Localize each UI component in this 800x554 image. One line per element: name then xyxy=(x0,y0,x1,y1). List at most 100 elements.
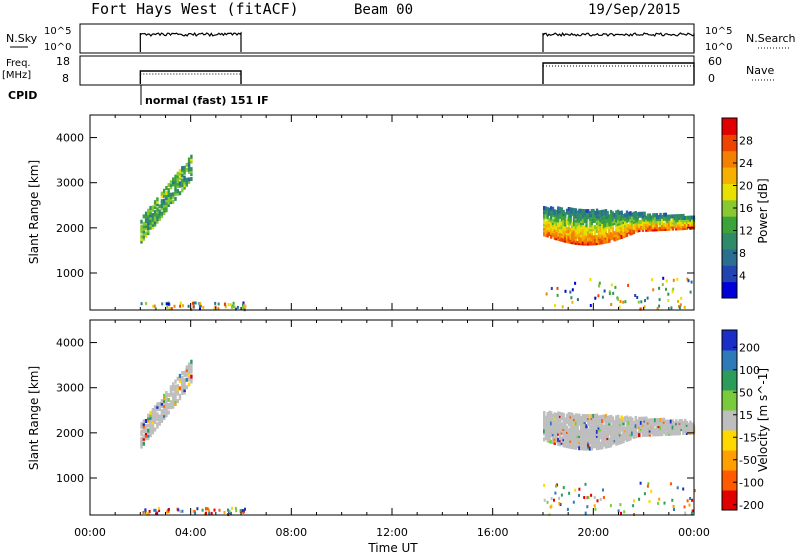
power-cell xyxy=(560,233,563,238)
velocity-cell xyxy=(140,422,143,427)
power-cell xyxy=(558,235,562,240)
power-cell xyxy=(580,223,583,228)
power-cell xyxy=(632,226,636,230)
velocity-cell xyxy=(581,420,585,425)
velocity-cell xyxy=(147,413,150,418)
velocity-cell xyxy=(602,418,606,423)
power-cell xyxy=(565,229,569,233)
velocity-cell xyxy=(172,397,175,402)
power-cell xyxy=(158,211,161,216)
velocity-cell xyxy=(558,411,562,416)
velocity-cell xyxy=(686,499,689,503)
power-cell xyxy=(156,202,159,207)
velocity-cell xyxy=(165,393,168,398)
velocity-cell xyxy=(597,427,600,432)
velocity-cell xyxy=(615,425,618,430)
power-cell xyxy=(662,225,666,229)
velocity-cell xyxy=(608,437,611,442)
velocity-cell xyxy=(576,425,579,430)
velocity-cell xyxy=(144,424,148,428)
power-cell xyxy=(581,241,585,246)
velocity-cell xyxy=(158,421,161,426)
power-cell xyxy=(608,232,611,237)
velocity-cell xyxy=(169,390,173,395)
velocity-cell xyxy=(169,385,173,390)
velocity-cell xyxy=(652,426,655,431)
power-cell xyxy=(555,220,558,225)
power-cell xyxy=(601,226,604,231)
velocity-cell xyxy=(601,423,604,427)
velocity-cell xyxy=(147,433,150,438)
velocity-cell xyxy=(574,413,578,418)
power-cell xyxy=(213,307,216,311)
power-cell xyxy=(149,218,152,223)
velocity-cell xyxy=(201,508,204,512)
velocity-cell xyxy=(691,498,694,502)
velocity-cell xyxy=(595,425,599,430)
velocity-cell xyxy=(543,498,546,502)
power-cell xyxy=(682,213,685,218)
velocity-cell xyxy=(634,416,637,420)
power-cell xyxy=(548,217,551,222)
velocity-cell xyxy=(604,436,608,441)
power-cell xyxy=(594,296,597,300)
velocity-cell xyxy=(594,428,597,432)
power-cell xyxy=(668,214,671,219)
velocity-cell xyxy=(676,425,680,430)
velocity-cell xyxy=(546,412,549,417)
velocity-cell xyxy=(572,431,576,436)
velocity-cell xyxy=(581,414,585,418)
velocity-cell xyxy=(142,421,145,426)
power-cell xyxy=(174,184,177,189)
velocity-cell xyxy=(671,498,674,502)
velocity-cell xyxy=(590,444,593,449)
velocity-cell xyxy=(624,418,627,423)
velocity-cell xyxy=(595,431,599,436)
velocity-cell xyxy=(583,440,586,445)
power-cell xyxy=(602,240,606,244)
velocity-cell xyxy=(620,433,623,438)
power-cell xyxy=(589,278,592,281)
velocity-cell xyxy=(543,419,546,424)
power-cell xyxy=(678,306,681,310)
power-cell xyxy=(627,211,630,216)
velocity-cell xyxy=(176,389,179,394)
freq-traces xyxy=(139,62,695,84)
velocity-cell xyxy=(578,432,581,436)
power-cell xyxy=(601,211,604,216)
velocity-cell xyxy=(620,511,622,515)
power-cell xyxy=(183,180,186,185)
velocity-cell xyxy=(664,421,667,426)
velocity-cell xyxy=(149,425,152,430)
velocity-cell xyxy=(670,482,672,486)
power-cell xyxy=(187,304,190,308)
power-cell xyxy=(609,218,613,222)
power-cell xyxy=(172,182,175,187)
velocity-cell xyxy=(569,444,572,449)
velocity-cell xyxy=(187,377,191,382)
velocity-cell xyxy=(609,441,613,446)
power-cell xyxy=(668,222,671,227)
velocity-cell xyxy=(595,419,599,424)
velocity-cell xyxy=(620,415,623,420)
velocity-colorbar-swatch xyxy=(722,450,737,471)
velocity-cell xyxy=(590,436,593,441)
velocity-cell xyxy=(140,442,143,447)
velocity-cell xyxy=(174,401,177,406)
velocity-cell xyxy=(580,438,583,443)
velocity-cell xyxy=(578,493,580,497)
power-cell xyxy=(187,179,191,184)
power-cell xyxy=(646,225,650,230)
velocity-cell xyxy=(639,420,643,425)
velocity-cell xyxy=(581,426,585,431)
velocity-cell xyxy=(682,421,685,425)
power-cell xyxy=(144,221,148,226)
power-cell xyxy=(613,212,616,217)
power-cell xyxy=(550,206,553,211)
velocity-cell xyxy=(183,390,186,395)
power-cell xyxy=(557,218,560,223)
power-cell xyxy=(634,294,637,297)
power-cell xyxy=(147,211,150,216)
velocity-cell xyxy=(557,431,560,436)
power-cell xyxy=(232,301,235,305)
